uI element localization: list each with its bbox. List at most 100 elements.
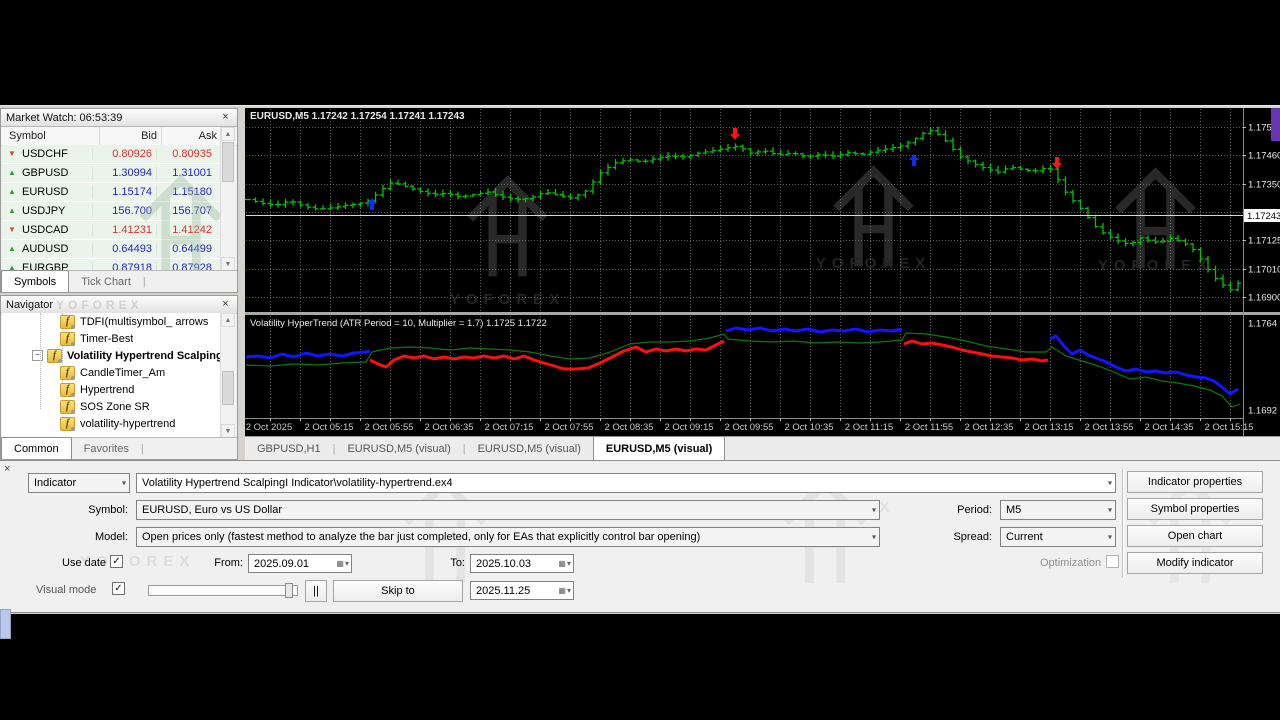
scroll-down-icon[interactable]: ▼ [221, 257, 235, 271]
market-watch-row[interactable]: ▲ AUDUSD 0.64493 0.64499 [2, 240, 221, 259]
navigator-item-label: SOS Zone SR [80, 400, 150, 413]
pause-button[interactable]: || [305, 580, 327, 602]
up-arrow-icon: ▲ [8, 263, 16, 271]
close-icon[interactable]: × [222, 111, 229, 123]
svg-text:1.17350: 1.17350 [1248, 180, 1280, 191]
navigator-item-label: volatility-hypertrend [80, 417, 176, 430]
sell-signal-arrow [1052, 157, 1062, 169]
svg-text:2 Oct 11:55: 2 Oct 11:55 [905, 422, 953, 433]
slider-thumb[interactable] [285, 583, 293, 598]
market-watch-rows: ▼ USDCHF 0.80926 0.80935 ▲ GBPUSD 1.30994 1.310… [2, 145, 221, 270]
scroll-up-icon[interactable]: ▲ [221, 313, 235, 327]
svg-text:2 Oct 05:55: 2 Oct 05:55 [364, 422, 413, 433]
close-icon[interactable]: × [222, 298, 229, 310]
panel-divider [1122, 469, 1123, 577]
period-select[interactable]: M5 ▾ [1000, 500, 1116, 520]
market-watch-row[interactable]: ▲ GBPUSD 1.30994 1.31001 [2, 164, 221, 183]
tab-favorites[interactable]: Favorites [83, 442, 129, 455]
symbol-properties-button[interactable]: Symbol properties [1127, 498, 1263, 520]
period-label: Period: [957, 504, 992, 516]
navigator-item-label: CandleTimer_Am [80, 366, 166, 379]
chevron-down-icon: ▾ [1107, 505, 1112, 515]
svg-text:2 Oct 14:35: 2 Oct 14:35 [1144, 422, 1193, 433]
navigator-item[interactable]: f Hypertrend [2, 381, 221, 398]
to-date-field[interactable]: 2025.10.03 ▦ ▾ [470, 554, 574, 573]
tab-tick-chart[interactable]: Tick Chart [81, 275, 131, 288]
market-watch-scrollbar[interactable]: ▲ ▼ [220, 127, 236, 271]
buy-signal-arrow [909, 154, 919, 166]
column-ask[interactable]: Ask [161, 127, 221, 145]
model-select[interactable]: Open prices only (fastest method to anal… [136, 527, 880, 547]
navigator-item[interactable]: f volatility-hypertrend [2, 415, 221, 432]
scroll-up-icon[interactable]: ▲ [221, 127, 235, 141]
resize-grip[interactable] [0, 609, 11, 639]
tab-symbols[interactable]: Symbols [1, 270, 70, 292]
chart-tab-eurusd-m5-2[interactable]: EURUSD,M5 (visual) [477, 442, 581, 455]
symbol-select[interactable]: EURUSD, Euro vs US Dollar ▾ [136, 500, 880, 520]
navigator-item[interactable]: − f Volatility Hypertrend ScalpingI [2, 347, 221, 364]
skip-to-button[interactable]: Skip to [333, 580, 463, 602]
market-watch-row[interactable]: ▼ USDCAD 1.41231 1.41242 [2, 221, 221, 240]
watermark-text: YOFOREX [56, 298, 143, 312]
svg-text:1.17575: 1.17575 [1248, 123, 1280, 134]
column-bid[interactable]: Bid [99, 127, 161, 145]
collapse-icon[interactable]: − [32, 350, 43, 361]
use-date-checkbox[interactable]: ✓ [110, 555, 123, 568]
market-watch-row[interactable]: ▲ EURGBP 0.87918 0.87928 [2, 259, 221, 270]
ask-value: 1.15180 [156, 186, 216, 198]
navigator-item[interactable]: f TDFI(multisymbol_ arrows [2, 313, 221, 330]
chart-tab-eurusd-m5-3[interactable]: EURUSD,M5 (visual) [592, 436, 726, 460]
indicator-properties-button[interactable]: Indicator properties [1127, 471, 1263, 493]
visual-mode-checkbox[interactable]: ✓ [112, 582, 125, 595]
symbol-name: USDJPY [22, 205, 66, 217]
close-icon[interactable]: × [4, 463, 11, 475]
model-label: Model: [94, 531, 128, 543]
test-mode-select[interactable]: Indicator ▾ [28, 473, 130, 493]
column-symbol[interactable]: Symbol [9, 130, 46, 142]
open-chart-button[interactable]: Open chart [1127, 525, 1263, 547]
spread-select[interactable]: Current ▾ [1000, 527, 1116, 547]
navigator-item[interactable]: f CandleTimer_Am [2, 364, 221, 381]
from-date-field[interactable]: 2025.09.01 ▦ ▾ [248, 554, 352, 573]
navigator-item[interactable]: f Timer-Best [2, 330, 221, 347]
bid-value: 1.30994 [92, 167, 156, 179]
symbol-name: GBPUSD [22, 167, 69, 179]
modify-indicator-button[interactable]: Modify indicator [1127, 552, 1263, 574]
panel-bottom-edge [0, 612, 1280, 613]
expert-select[interactable]: Volatility Hypertrend ScalpingI Indicato… [136, 473, 1116, 493]
svg-text:1.16900: 1.16900 [1248, 293, 1280, 304]
dropdown-icon[interactable]: ▾ [566, 586, 571, 595]
skip-date-field[interactable]: 2025.11.25 ▦ ▾ [470, 581, 574, 600]
svg-text:2 Oct 08:35: 2 Oct 08:35 [604, 422, 653, 433]
market-watch-row[interactable]: ▲ USDJPY 156.700 156.707 [2, 202, 221, 221]
navigator-scrollbar[interactable]: ▲ ▼ [220, 313, 236, 438]
ask-value: 156.707 [156, 205, 216, 217]
market-watch-panel: Market Watch: 06:53:39 × Symbol Bid Ask … [0, 108, 238, 293]
calendar-icon: ▦ [558, 586, 566, 595]
chart-tab-eurusd-m5-1[interactable]: EURUSD,M5 (visual) [347, 442, 451, 455]
tab-separator: | [140, 442, 144, 455]
navigator-item[interactable]: f SOS Zone SR [2, 398, 221, 415]
scroll-down-icon[interactable]: ▼ [221, 424, 235, 438]
optimization-checkbox[interactable] [1106, 555, 1119, 568]
navigator-panel: Navigator YOFOREX × f TDFI(multisymbol_ a… [0, 295, 238, 460]
visual-speed-slider[interactable] [148, 583, 298, 598]
dropdown-icon[interactable]: ▾ [344, 559, 349, 568]
chart-tab-gbpusd-h1[interactable]: GBPUSD,H1 [257, 442, 321, 455]
chart-tab-bar: GBPUSD,H1 | EURUSD,M5 (visual) | EURUSD,… [245, 436, 1280, 460]
symbol-name: USDCAD [22, 224, 69, 236]
market-watch-row[interactable]: ▼ USDCHF 0.80926 0.80935 [2, 145, 221, 164]
bid-value: 156.700 [92, 205, 156, 217]
window-edge-accent [1271, 108, 1280, 141]
navigator-item-label: TDFI(multisymbol_ arrows [80, 315, 209, 328]
indicator-icon: f [60, 382, 75, 397]
ask-value: 0.80935 [156, 148, 216, 160]
chart-canvas[interactable]: YOFOREX YOFOREX YOFOREX 1.17243 1.17575 1.174… [245, 108, 1280, 436]
scrollbar-thumb[interactable] [222, 142, 234, 182]
navigator-title: Navigator [6, 298, 54, 311]
scrollbar-thumb[interactable] [222, 371, 234, 405]
market-watch-row[interactable]: ▲ EURUSD 1.15174 1.15180 [2, 183, 221, 202]
navigator-titlebar: Navigator YOFOREX × [1, 296, 237, 314]
tab-common[interactable]: Common [1, 437, 72, 459]
dropdown-icon[interactable]: ▾ [566, 559, 571, 568]
